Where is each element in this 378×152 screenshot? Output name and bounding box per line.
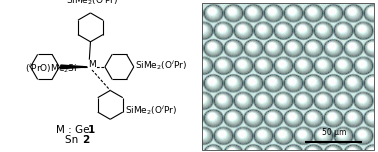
Text: 50 μm: 50 μm [322, 128, 346, 137]
Text: SiMe$_2$(O$^i$Pr): SiMe$_2$(O$^i$Pr) [135, 58, 187, 72]
Text: Sn: Sn [65, 135, 82, 145]
Text: M : Ge: M : Ge [56, 124, 92, 135]
Text: 2: 2 [82, 135, 89, 145]
Text: SiMe$_2$(O$^i$Pr): SiMe$_2$(O$^i$Pr) [66, 0, 118, 7]
Text: M: M [88, 60, 96, 69]
Polygon shape [61, 65, 87, 69]
Text: 1: 1 [88, 124, 96, 135]
Text: ($^i$PrO)Me$_2$Si: ($^i$PrO)Me$_2$Si [25, 61, 77, 75]
Text: SiMe$_2$(O$^i$Pr): SiMe$_2$(O$^i$Pr) [125, 103, 178, 117]
